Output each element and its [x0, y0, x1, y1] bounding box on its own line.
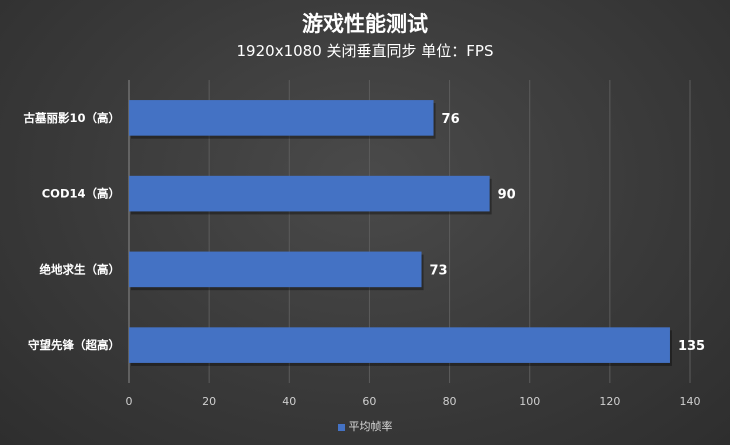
x-tick-label: 0 [126, 395, 133, 408]
category-label: COD14（高） [42, 187, 120, 201]
x-tick-label: 140 [680, 395, 701, 408]
chart-legend: 平均帧率 [0, 418, 730, 434]
data-label: 76 [442, 112, 460, 127]
x-tick-label: 100 [519, 395, 540, 408]
bar [129, 327, 670, 363]
chart-subtitle: 1920x1080 关闭垂直同步 单位：FPS [236, 42, 494, 60]
category-label: 绝地求生（高） [40, 262, 121, 276]
category-label: 守望先锋（超高） [28, 338, 120, 352]
legend-swatch [337, 423, 345, 431]
data-label: 73 [430, 263, 448, 278]
bar [129, 251, 422, 288]
data-label: 135 [678, 339, 705, 354]
bar [129, 175, 490, 212]
chart-title: 游戏性能测试 [302, 12, 428, 36]
x-tick-label: 80 [443, 395, 457, 408]
data-label: 90 [498, 188, 516, 203]
legend-label: 平均帧率 [348, 420, 393, 433]
category-label: 古墓丽影10（高） [23, 111, 120, 125]
bar [129, 100, 434, 136]
x-tick-label: 20 [202, 395, 216, 408]
x-tick-label: 40 [282, 395, 296, 408]
x-tick-label: 120 [599, 395, 620, 408]
x-tick-label: 60 [362, 395, 376, 408]
